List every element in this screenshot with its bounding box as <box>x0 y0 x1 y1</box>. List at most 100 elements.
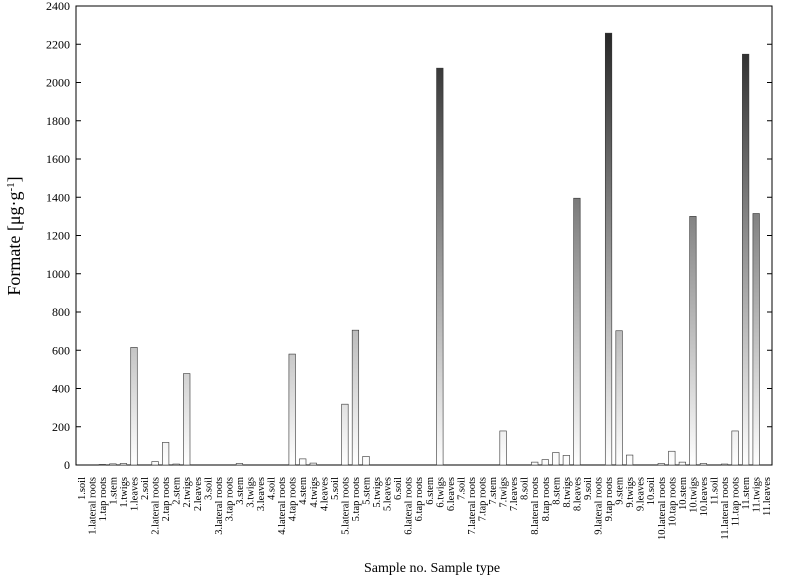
bar-11-stem <box>742 53 750 466</box>
bar-8-twigs <box>562 455 570 466</box>
x-category-label: 9.twigs <box>625 477 636 508</box>
x-category-label: 4.soil <box>267 477 278 500</box>
bar-3-stem <box>235 463 244 466</box>
bar-1-stem <box>109 463 117 466</box>
x-category-label: 8.twigs <box>562 477 573 508</box>
x-category-label: 10.tap roots <box>667 477 678 527</box>
bar-9-tap-roots <box>604 32 613 466</box>
bar-5-tap-roots <box>351 329 360 466</box>
y-tick-label: 600 <box>52 343 70 357</box>
x-category-label: 11.tap roots <box>731 477 742 526</box>
y-tick-label: 400 <box>52 382 70 396</box>
x-category-label: 7.leaves <box>509 477 520 511</box>
x-category-label: 6.leaves <box>446 477 457 511</box>
x-category-label: 3.tap roots <box>224 477 235 521</box>
x-axis-title: Sample no. Sample type <box>364 561 500 576</box>
x-category-label: 7.lateral roots <box>467 477 478 535</box>
y-tick-label: 1400 <box>46 190 70 204</box>
bar-1-tap-roots <box>98 464 106 466</box>
bar-8-tap-roots <box>541 459 549 466</box>
x-category-label: 2.stem <box>172 477 183 505</box>
bar-11-lateral-roots <box>720 463 729 466</box>
x-category-label: 7.stem <box>488 477 499 505</box>
x-category-label: 3.lateral roots <box>214 477 225 535</box>
x-category-label: 4.twigs <box>309 477 320 508</box>
bar-10-tap-roots <box>668 450 676 466</box>
x-category-label: 9.lateral roots <box>594 477 605 535</box>
x-category-label: 5.twigs <box>372 477 383 508</box>
bar-6-twigs <box>436 67 444 466</box>
y-tick-label: 200 <box>52 420 70 434</box>
x-axis-category-labels: 1.soil 1.lateral roots 1.tap roots 1.stem 1.… <box>77 477 773 540</box>
bar-4-twigs <box>309 462 317 466</box>
bar-1-leaves <box>130 347 138 466</box>
bar-2-tap-roots <box>162 442 170 466</box>
x-category-label: 1.leaves <box>130 477 141 511</box>
y-tick-label: 1200 <box>46 229 70 243</box>
bar-10-lateral-roots <box>657 463 665 466</box>
bar-1-twigs <box>119 463 128 466</box>
x-category-label: 3.twigs <box>246 477 257 508</box>
x-category-label: 5.lateral roots <box>340 477 351 535</box>
bar-10-stem <box>678 461 686 466</box>
x-category-label: 1.soil <box>77 477 88 500</box>
x-category-label: 11.leaves <box>762 477 773 516</box>
x-category-label: 4.lateral roots <box>277 477 288 535</box>
plot-frame <box>75 5 773 466</box>
x-category-label: 6.soil <box>393 477 404 500</box>
x-category-label: 8.leaves <box>572 477 583 511</box>
bar-7-twigs <box>499 430 507 466</box>
x-category-label: 7.twigs <box>499 477 510 508</box>
x-category-label: 8.stem <box>551 477 562 505</box>
y-tick-label: 2200 <box>46 37 70 51</box>
x-category-label: 1.stem <box>108 477 119 505</box>
bars-group <box>98 32 760 466</box>
y-tick-label: 1600 <box>46 152 70 166</box>
bar-4-tap-roots <box>288 353 296 466</box>
bar-11-twigs <box>752 213 760 466</box>
bar-8-stem <box>552 452 560 466</box>
x-category-label: 3.stem <box>235 477 246 505</box>
y-tick-label: 0 <box>64 458 70 472</box>
y-tick-label: 800 <box>52 305 70 319</box>
x-category-label: 9.soil <box>583 477 594 500</box>
bar-2-lateral-roots <box>151 461 159 466</box>
x-category-label: 1.twigs <box>119 477 130 508</box>
x-category-label: 3.leaves <box>256 477 267 511</box>
x-category-label: 2.lateral roots <box>151 477 162 535</box>
bar-5-stem <box>362 456 370 466</box>
x-category-label: 10.twigs <box>688 477 699 513</box>
x-category-label: 9.leaves <box>636 477 647 511</box>
y-axis-ticks: 0 200 400 600 800 1000 1200 1400 1600 1800 2000 220… <box>46 0 772 472</box>
x-category-label: 11.twigs <box>752 477 763 513</box>
y-axis-title: Formate [μg·g-1] <box>4 176 24 295</box>
x-category-label: 6.twigs <box>435 477 446 508</box>
bar-2-stem <box>172 463 180 466</box>
x-category-label: 2.twigs <box>182 477 193 508</box>
x-category-label: 6.tap roots <box>414 477 425 521</box>
x-category-label: 5.tap roots <box>351 477 362 521</box>
bar-10-twigs <box>689 216 697 466</box>
x-category-label: 7.tap roots <box>478 477 489 521</box>
bar-8-lateral-roots <box>531 461 539 466</box>
bar-4-stem <box>299 458 307 466</box>
x-category-label: 8.tap roots <box>541 477 552 521</box>
x-category-label: 11.soil <box>710 477 721 505</box>
x-category-label: 9.tap roots <box>604 477 615 521</box>
x-category-label: 5.stem <box>362 477 373 505</box>
x-category-label: 11.lateral roots <box>720 477 731 540</box>
x-category-label: 6.lateral roots <box>404 477 415 535</box>
x-category-label: 10.stem <box>678 477 689 510</box>
x-category-label: 6.stem <box>425 477 436 505</box>
x-category-label: 2.leaves <box>193 477 204 511</box>
bar-5-lateral-roots <box>341 403 349 466</box>
bar-11-tap-roots <box>731 430 739 466</box>
x-category-label: 9.stem <box>615 477 626 505</box>
bar-9-stem <box>615 330 623 466</box>
x-category-label: 7.soil <box>456 477 467 500</box>
x-category-label: 4.leaves <box>319 477 330 511</box>
bar-2-twigs <box>183 373 191 466</box>
y-tick-label: 2400 <box>46 0 70 13</box>
x-category-label: 8.lateral roots <box>530 477 541 535</box>
